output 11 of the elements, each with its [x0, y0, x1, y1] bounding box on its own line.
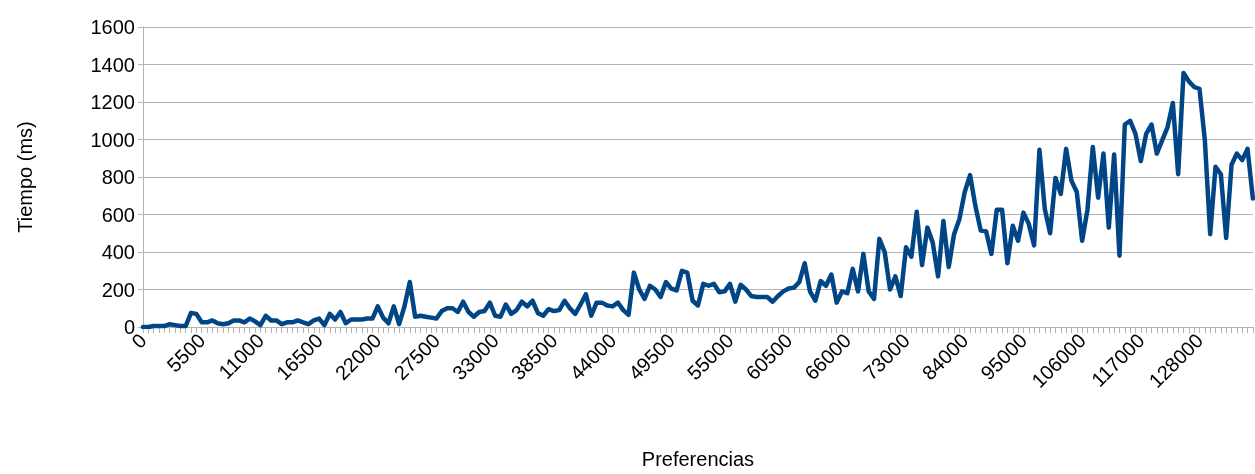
x-axis-title: Preferencias: [641, 448, 755, 470]
y-tick-label: 200: [101, 278, 135, 301]
y-axis-title: Tiempo (ms): [14, 121, 36, 233]
y-tick-label: 1600: [90, 16, 135, 38]
y-tick-label: 1400: [90, 53, 135, 76]
y-tick-label: 400: [101, 241, 135, 263]
y-tick-label: 800: [101, 166, 135, 188]
y-tick-label: 1200: [90, 91, 135, 113]
y-tick-label: 1000: [90, 128, 135, 151]
y-tick-label: 600: [101, 203, 135, 226]
line-series: [140, 70, 1255, 330]
